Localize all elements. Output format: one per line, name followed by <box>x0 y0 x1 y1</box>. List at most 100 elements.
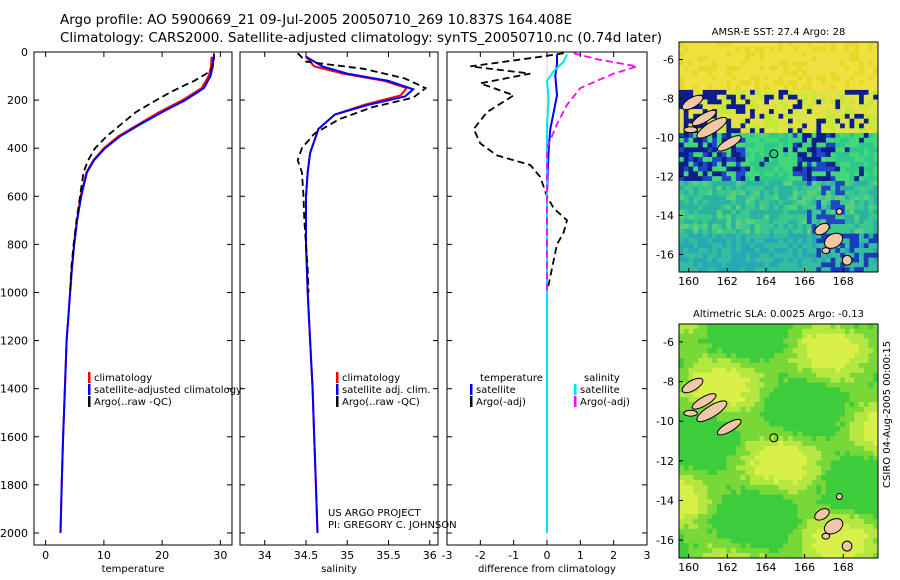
map-cell <box>693 363 699 369</box>
map-cell <box>735 248 741 254</box>
map-cell <box>802 180 808 187</box>
map-cell <box>721 133 727 139</box>
map-cell <box>754 548 760 554</box>
map-cell <box>830 441 836 447</box>
map-cell <box>745 480 751 486</box>
map-cell <box>745 363 751 369</box>
map-cell <box>745 382 751 388</box>
map-cell <box>773 372 779 378</box>
map-cell <box>873 233 879 239</box>
map-cell <box>683 324 689 330</box>
map-cell <box>740 377 746 383</box>
map-cell <box>859 99 865 105</box>
map-cell <box>873 377 879 383</box>
map-cell <box>769 238 775 244</box>
map-cell <box>802 252 808 258</box>
map-cell <box>816 494 822 500</box>
map-cell <box>783 445 789 452</box>
map-cell <box>797 65 803 72</box>
map-cell <box>859 214 865 220</box>
map-cell <box>693 324 699 330</box>
map-cell <box>731 94 737 100</box>
map-cell <box>740 328 746 335</box>
map-cell <box>721 397 727 403</box>
map-cell <box>797 367 803 374</box>
map-cell <box>792 348 798 354</box>
map-cell <box>721 238 727 244</box>
map-cell <box>735 499 741 505</box>
map-cell <box>707 382 713 388</box>
map-cell <box>787 509 794 515</box>
map-cell <box>783 262 789 268</box>
map-cell <box>707 445 713 452</box>
map-cell <box>769 133 775 139</box>
map-cell <box>787 147 794 153</box>
map-cell <box>712 509 718 515</box>
map-cell <box>712 243 718 249</box>
island-shape <box>691 393 717 410</box>
map-cell <box>873 519 879 525</box>
map-cell <box>849 358 855 364</box>
map-cell <box>830 431 836 437</box>
map-cell <box>844 104 850 110</box>
map-cell <box>830 343 836 349</box>
map-cell <box>797 411 803 417</box>
map-cell <box>797 171 803 177</box>
map-cell <box>863 209 869 215</box>
map-cell <box>679 445 685 452</box>
map-cell <box>811 348 817 354</box>
map-cell <box>726 504 732 510</box>
map-cell <box>740 411 746 417</box>
map-cell <box>721 465 727 471</box>
map-cell <box>716 421 722 427</box>
map-cell <box>821 324 827 330</box>
map-cell <box>783 538 789 544</box>
map-cell <box>787 553 794 559</box>
map-cell <box>679 528 685 534</box>
map-cell <box>773 431 779 437</box>
map-cell <box>712 538 718 544</box>
map-cell <box>854 328 860 335</box>
map-cell <box>716 209 722 215</box>
map-cell <box>769 499 775 505</box>
map-cell <box>802 243 808 249</box>
map-cell <box>740 94 746 100</box>
map-cell <box>750 475 756 481</box>
map-cell <box>835 426 841 432</box>
map-cell <box>868 528 874 534</box>
map-cell <box>830 113 836 119</box>
map-cell <box>707 480 713 486</box>
map-cell <box>764 89 770 96</box>
map-cell <box>764 185 770 191</box>
map-cell <box>849 262 855 268</box>
map-cell <box>783 470 789 476</box>
map-cell <box>683 219 689 225</box>
map-cell <box>721 89 727 96</box>
map-cell <box>754 233 760 239</box>
series-line-temperature-argo-adj- <box>470 52 569 293</box>
map-cell <box>854 70 860 76</box>
map-cell <box>873 70 879 76</box>
map-cell <box>849 109 855 115</box>
map-cell <box>683 267 689 273</box>
map-cell <box>712 228 718 234</box>
map-cell <box>707 353 713 359</box>
map-cell <box>778 257 784 263</box>
map-cell <box>806 489 812 495</box>
map-cell <box>731 338 737 344</box>
map-cell <box>835 460 841 466</box>
map-cell <box>764 328 770 335</box>
map-cell <box>688 42 694 48</box>
map-cell <box>716 499 722 505</box>
map-cell <box>849 243 855 249</box>
map-cell <box>735 204 741 211</box>
map-cell <box>773 333 779 339</box>
map-cell <box>844 190 850 196</box>
map-cell <box>873 238 879 244</box>
map-cell <box>726 372 732 378</box>
map-cell <box>863 489 869 495</box>
map-cell <box>754 61 760 67</box>
map-cell <box>802 509 808 515</box>
map-cell <box>735 523 741 530</box>
